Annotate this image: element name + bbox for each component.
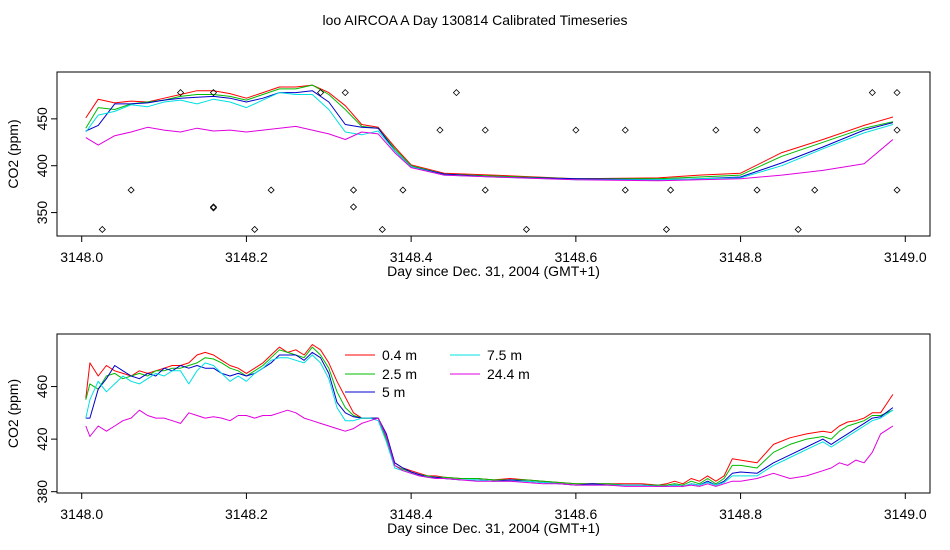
- diamond-marker: [127, 186, 135, 194]
- diamond-marker: [378, 225, 386, 234]
- x-tick-label: 3148.4: [390, 249, 433, 265]
- diamond-marker: [893, 89, 901, 97]
- y-tick-label: 420: [34, 427, 50, 451]
- x-tick-label: 3148.6: [554, 249, 597, 265]
- diamond-marker: [621, 126, 629, 134]
- legend: 0.4 m 2.5 m 5 m 7.5 m 24.4 m: [345, 347, 530, 400]
- diamond-marker: [251, 225, 259, 234]
- diamond-marker: [349, 203, 358, 211]
- y-tick-label: 460: [34, 375, 50, 399]
- diamond-marker: [316, 89, 325, 97]
- diamond-marker: [662, 225, 671, 234]
- y-tick-label: 380: [34, 480, 50, 504]
- x-tick-label: 3148.6: [554, 506, 597, 522]
- x-tick-label: 3148.8: [719, 249, 762, 265]
- plot-frame: [56, 333, 931, 494]
- y-tick-label: 450: [34, 107, 50, 131]
- diamond-marker: [209, 204, 218, 212]
- bottom-panel: 3148.0 3148.2 3148.4 3148.6 3148.8 3149.0 380 4…: [5, 333, 931, 536]
- diamond-marker: [341, 89, 349, 97]
- diamond-marker: [176, 89, 185, 97]
- figure-title: loo AIRCOA A Day 130814 Calibrated Times…: [322, 12, 627, 28]
- diamond-marker: [572, 126, 580, 134]
- diamond-marker: [399, 186, 407, 194]
- diamond-marker: [452, 89, 461, 97]
- series-line-5-m: [85, 351, 894, 487]
- legend-label: 5 m: [382, 384, 405, 400]
- series-line-7-5-m: [85, 92, 894, 181]
- x-tick-label: 3149.0: [884, 249, 927, 265]
- diamond-marker: [868, 89, 876, 97]
- diamond-marker: [349, 186, 358, 194]
- series-line-5-m: [85, 90, 894, 181]
- x-tick-label: 3148.2: [225, 506, 268, 522]
- series-line-2-5-m: [85, 84, 894, 180]
- diamond-marker: [522, 225, 531, 234]
- legend-label: 24.4 m: [487, 366, 530, 382]
- plot-frame: [56, 71, 931, 237]
- x-tick-label: 3149.0: [884, 506, 927, 522]
- diamond-marker: [267, 186, 275, 194]
- series-line-24-4-m: [85, 125, 894, 182]
- x-tick-label: 3148.0: [60, 506, 103, 522]
- diamond-marker: [667, 186, 675, 194]
- series-line-24-4-m: [85, 409, 894, 487]
- diamond-marker: [209, 89, 218, 97]
- diamond-marker: [481, 126, 489, 134]
- x-tick-label: 3148.0: [60, 249, 103, 265]
- diamond-marker: [811, 186, 819, 194]
- diamond-marker: [621, 186, 629, 194]
- diamond-marker: [753, 186, 761, 194]
- y-axis-label: CO2 (ppm): [5, 119, 21, 188]
- y-axis-label: CO2 (ppm): [5, 379, 21, 448]
- legend-label: 2.5 m: [382, 366, 417, 382]
- legend-label: 7.5 m: [487, 347, 522, 363]
- diamond-marker: [436, 126, 444, 134]
- diamond-marker: [893, 186, 901, 194]
- diamond-marker: [753, 126, 761, 134]
- y-tick-label: 350: [34, 201, 50, 225]
- diamond-marker: [893, 126, 901, 134]
- y-tick-label: 400: [34, 154, 50, 178]
- series-line-0-4-m: [85, 84, 894, 180]
- x-axis-label: Day since Dec. 31, 2004 (GMT+1): [387, 520, 600, 536]
- x-axis-label: Day since Dec. 31, 2004 (GMT+1): [387, 263, 600, 279]
- diamond-marker: [481, 186, 489, 194]
- top-panel: 3148.0 3148.2 3148.4 3148.6 3148.8 3149.0 350 4…: [5, 71, 931, 279]
- diamond-marker: [98, 225, 106, 234]
- legend-label: 0.4 m: [382, 347, 417, 363]
- x-tick-label: 3148.4: [390, 506, 433, 522]
- series-line-0-4-m: [85, 344, 894, 486]
- x-tick-label: 3148.8: [719, 506, 762, 522]
- diamond-marker: [712, 126, 720, 134]
- diamond-marker: [794, 225, 802, 234]
- diamond-marker: [209, 203, 218, 211]
- x-tick-label: 3148.2: [225, 249, 268, 265]
